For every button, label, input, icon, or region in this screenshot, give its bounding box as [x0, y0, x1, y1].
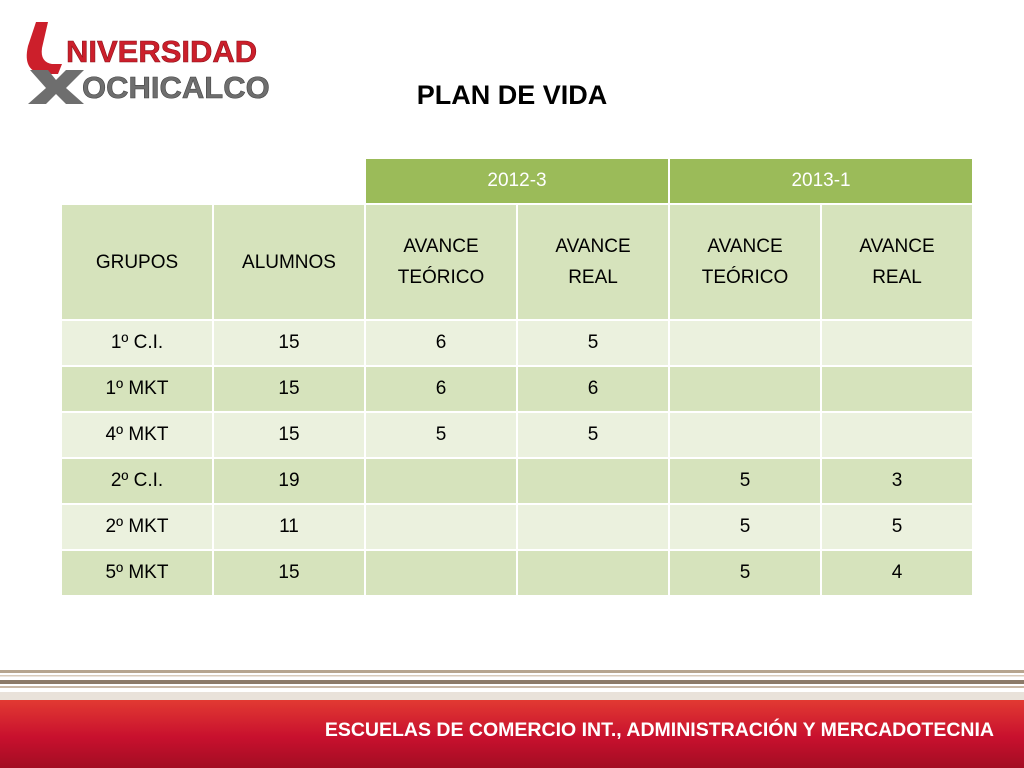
cell-p1-real: 6: [515, 365, 671, 413]
header-line: AVANCE: [555, 236, 631, 257]
table-row: 2º MKT 11 5 5: [60, 503, 975, 551]
logo-swoosh-icon: [26, 22, 62, 74]
table-row: 2º C.I. 19 5 3: [60, 457, 975, 505]
cell-grupo: 1º C.I.: [60, 319, 214, 367]
blank-corner-cell: [60, 157, 366, 205]
cell-p1-teorico: [364, 503, 518, 551]
logo-line2: OCHICALCO: [82, 70, 270, 104]
period-header-row: 2012-3 2013-1: [60, 157, 975, 205]
cell-p2-teorico: [668, 411, 823, 459]
cell-alumnos: 15: [212, 365, 366, 413]
cell-p1-teorico: [364, 549, 518, 597]
table-row: 4º MKT 15 5 5: [60, 411, 975, 459]
footer-bar: ESCUELAS DE COMERCIO INT., ADMINISTRACIÓ…: [0, 700, 1024, 768]
universidad-xochicalco-logo: NIVERSIDAD OCHICALCO: [26, 22, 270, 104]
cell-p2-teorico: 5: [668, 503, 823, 551]
header-line: REAL: [568, 267, 618, 288]
cell-p2-real: 5: [820, 503, 975, 551]
header-line: TEÓRICO: [397, 267, 485, 288]
cell-p1-real: [515, 503, 671, 551]
cell-p1-real: 5: [515, 411, 671, 459]
col-header-p2-avance-real: AVANCE REAL: [820, 203, 975, 321]
page-title: PLAN DE VIDA: [416, 80, 608, 110]
logo-line1: NIVERSIDAD: [66, 34, 257, 69]
col-header-grupos: GRUPOS: [60, 203, 214, 321]
cell-p1-teorico: 6: [364, 319, 518, 367]
header-line: AVANCE: [403, 236, 479, 257]
period-header-2012-3: 2012-3: [363, 157, 671, 205]
cell-p2-teorico: 5: [668, 457, 823, 505]
table-row: 5º MKT 15 5 4: [60, 549, 975, 597]
cell-grupo: 2º MKT: [60, 503, 214, 551]
cell-p2-real: [820, 411, 975, 459]
header-line: AVANCE: [707, 236, 783, 257]
plan-de-vida-table: 2012-3 2013-1 GRUPOS ALUMNOS AVANCE TEÓRI…: [60, 157, 975, 597]
cell-p1-teorico: 6: [364, 365, 518, 413]
cell-grupo: 1º MKT: [60, 365, 214, 413]
cell-alumnos: 15: [212, 411, 366, 459]
cell-alumnos: 19: [212, 457, 366, 505]
cell-p1-teorico: 5: [364, 411, 518, 459]
cell-p1-real: [515, 549, 671, 597]
logo-x-icon: [28, 70, 84, 104]
cell-p1-real: [515, 457, 671, 505]
cell-p2-real: 3: [820, 457, 975, 505]
column-header-row: GRUPOS ALUMNOS AVANCE TEÓRICO AVANCE REAL …: [60, 203, 975, 321]
footer-divider-lines: [0, 670, 1024, 700]
cell-alumnos: 11: [212, 503, 366, 551]
col-header-p1-avance-real: AVANCE REAL: [515, 203, 671, 321]
cell-p1-teorico: [364, 457, 518, 505]
cell-p1-real: 5: [515, 319, 671, 367]
table-row: 1º MKT 15 6 6: [60, 365, 975, 413]
table-row: 1º C.I. 15 6 5: [60, 319, 975, 367]
col-header-p2-avance-teorico: AVANCE TEÓRICO: [668, 203, 823, 321]
cell-p2-real: [820, 365, 975, 413]
period-header-2013-1: 2013-1: [668, 157, 975, 205]
cell-p2-real: [820, 319, 975, 367]
cell-p2-real: 4: [820, 549, 975, 597]
header-line: TEÓRICO: [701, 267, 789, 288]
cell-p2-teorico: 5: [668, 549, 823, 597]
cell-alumnos: 15: [212, 549, 366, 597]
cell-alumnos: 15: [212, 319, 366, 367]
footer-text: ESCUELAS DE COMERCIO INT., ADMINISTRACIÓ…: [324, 719, 994, 741]
col-header-p1-avance-teorico: AVANCE TEÓRICO: [364, 203, 518, 321]
col-header-alumnos: ALUMNOS: [212, 203, 366, 321]
cell-p2-teorico: [668, 365, 823, 413]
cell-grupo: 4º MKT: [60, 411, 214, 459]
cell-grupo: 2º C.I.: [60, 457, 214, 505]
cell-grupo: 5º MKT: [60, 549, 214, 597]
header-line: REAL: [872, 267, 922, 288]
header-line: AVANCE: [859, 236, 935, 257]
cell-p2-teorico: [668, 319, 823, 367]
